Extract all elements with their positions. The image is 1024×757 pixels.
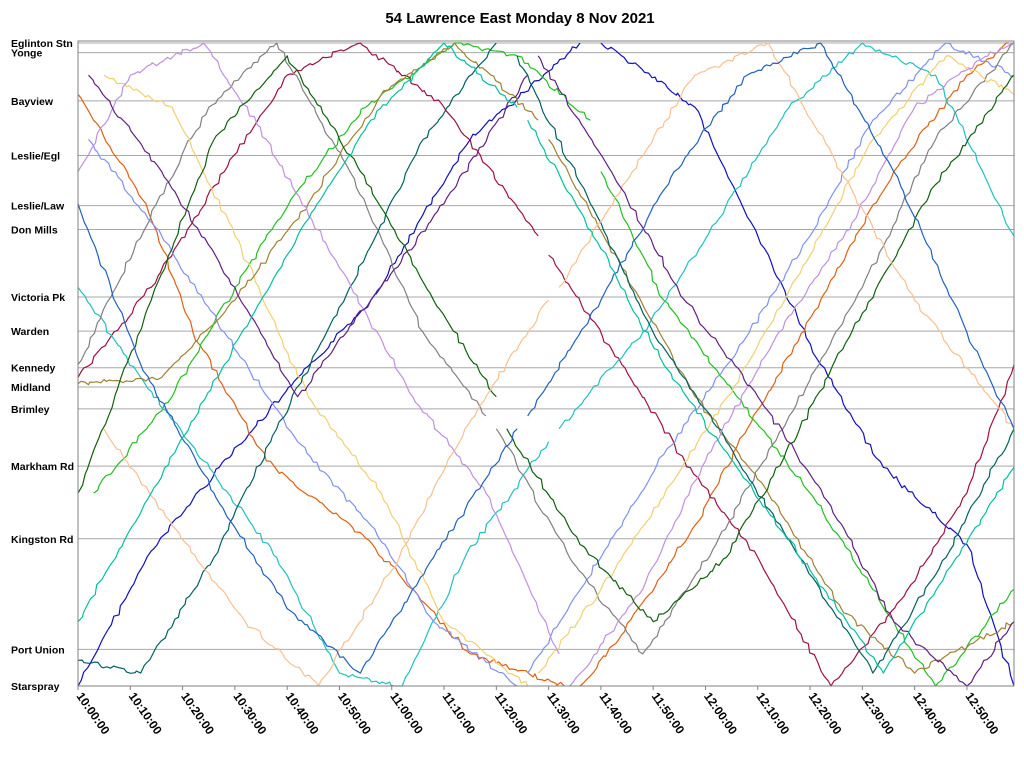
vehicle-trip-line xyxy=(548,139,1015,674)
vehicle-trip-line xyxy=(88,139,518,687)
time-tick-label: 10:40:00 xyxy=(283,690,322,738)
vehicle-trip-line xyxy=(537,55,1015,687)
stop-label: Kingston Rd xyxy=(11,534,73,546)
vehicle-trip-line xyxy=(548,254,1015,687)
time-tick-label: 12:00:00 xyxy=(701,690,740,738)
stop-label: Brimley xyxy=(11,404,50,416)
stop-label: Starspray xyxy=(11,681,60,693)
vehicle-trip-line xyxy=(88,74,529,398)
stop-label: Victoria Pk xyxy=(11,292,65,304)
stop-label: Kennedy xyxy=(11,363,56,375)
time-tick-label: 10:30:00 xyxy=(230,690,269,738)
vehicle-trip-line xyxy=(516,55,1015,674)
stop-label: Eglinton Stn xyxy=(11,38,73,50)
vehicle-trip-line xyxy=(579,42,1009,687)
vehicle-trip-line xyxy=(506,74,1015,623)
vehicle-trip-line xyxy=(495,42,1015,655)
time-tick-label: 12:40:00 xyxy=(910,690,949,738)
vehicle-trip-line xyxy=(527,119,1015,674)
vehicle-trip-line xyxy=(527,42,1015,674)
vehicle-trip-line xyxy=(103,299,550,687)
series-lines xyxy=(77,42,1015,687)
time-tick-label: 11:50:00 xyxy=(649,690,688,737)
vehicle-trip-line xyxy=(537,55,1015,674)
stop-label: Midland xyxy=(11,382,51,394)
vehicle-trip-line xyxy=(77,55,497,494)
chart-title: 54 Lawrence East Monday 8 Nov 2021 xyxy=(385,10,654,27)
vehicle-trip-line xyxy=(77,203,518,674)
time-labels: 10:00:00 10:10:00 10:20:00 10:30:00 10:40:00… xyxy=(74,686,1002,737)
time-tick-label: 11:30:00 xyxy=(544,690,583,737)
stop-label: Don Mills xyxy=(11,224,58,236)
stop-label: Port Union xyxy=(11,644,65,656)
vehicle-trip-line xyxy=(600,171,1015,687)
time-tick-label: 12:20:00 xyxy=(806,690,845,738)
time-tick-label: 12:50:00 xyxy=(962,690,1001,738)
vehicle-trip-line xyxy=(77,42,560,655)
stop-label: Warden xyxy=(11,326,49,338)
stop-label: Leslie/Law xyxy=(11,201,65,213)
time-tick-label: 12:10:00 xyxy=(753,690,792,738)
vehicle-trip-line xyxy=(77,42,518,623)
vehicle-trip-line xyxy=(77,286,550,687)
time-tick-label: 11:20:00 xyxy=(492,690,531,737)
stop-label: Bayview xyxy=(11,96,54,108)
vehicle-trip-line xyxy=(77,42,497,674)
vehicle-trip-line xyxy=(103,74,529,687)
time-tick-label: 10:10:00 xyxy=(126,690,165,738)
vehicle-trip-line xyxy=(77,42,487,417)
vehicle-trip-line xyxy=(77,42,581,687)
plot-frame xyxy=(77,40,1015,687)
time-tick-label: 11:40:00 xyxy=(596,690,635,737)
stop-label: Leslie/Egl xyxy=(11,151,60,163)
stop-label: Markham Rd xyxy=(11,461,74,473)
time-tick-label: 12:30:00 xyxy=(858,690,897,738)
vehicle-trip-line xyxy=(569,42,1014,687)
time-tick-label: 10:50:00 xyxy=(335,690,374,738)
stop-label: Yonge xyxy=(11,48,42,60)
vehicle-trip-line xyxy=(558,42,1015,430)
time-tick-label: 11:00:00 xyxy=(387,690,426,737)
time-tick-label: 11:10:00 xyxy=(440,690,479,737)
vehicle-trip-line xyxy=(558,42,1015,430)
vehicle-trip-line xyxy=(77,42,539,378)
vehicle-trip-line xyxy=(93,42,591,494)
vehicle-trip-line xyxy=(527,42,1015,430)
vehicle-trip-line xyxy=(600,42,1015,687)
vehicle-trip-line xyxy=(77,42,539,386)
vehicle-trip-line xyxy=(77,94,565,687)
time-tick-label: 10:20:00 xyxy=(178,690,217,738)
time-tick-label: 10:00:00 xyxy=(74,690,113,738)
